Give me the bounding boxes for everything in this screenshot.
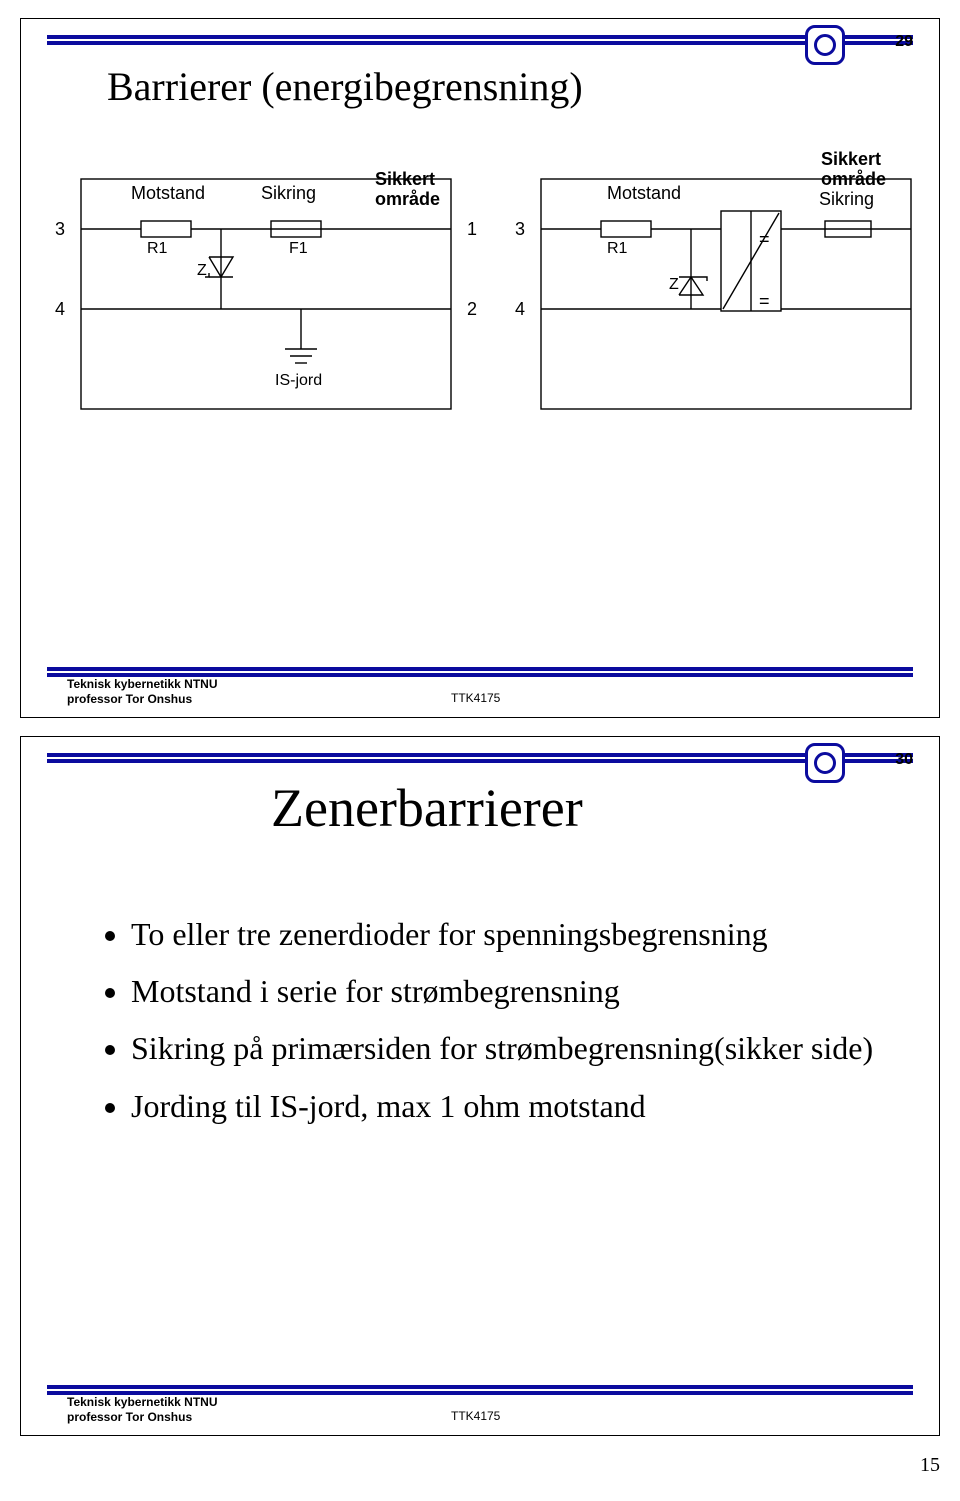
r1-label-r: R1: [607, 240, 628, 257]
sikkert-label-r: Sikkert: [821, 149, 881, 169]
r1-label: R1: [147, 240, 168, 257]
pin-1-label: 1: [467, 219, 477, 239]
pin-2-label: 2: [467, 299, 477, 319]
footer-mid: TTK4175: [451, 1409, 500, 1423]
footer-line2: professor Tor Onshus: [67, 692, 192, 706]
logo-icon: [805, 25, 845, 65]
bottom-rule: [47, 1385, 913, 1395]
pin-3-label: 3: [55, 219, 65, 239]
pin-3-label-r: 3: [515, 219, 525, 239]
footer-left: Teknisk kybernetikk NTNU professor Tor O…: [67, 677, 218, 707]
footer-line2: professor Tor Onshus: [67, 1410, 192, 1424]
circuits-diagram: 3 4 1 2 Motstand Sikring Sikkert område …: [41, 149, 921, 469]
omrade-label-r: område: [821, 169, 886, 189]
logo-icon: [805, 743, 845, 783]
z-label-r: Z: [669, 276, 679, 293]
eq-top: =: [759, 229, 770, 249]
motstand-label-r: Motstand: [607, 183, 681, 203]
pin-4-label: 4: [55, 299, 65, 319]
slide-30: 30 Zenerbarrierer To eller tre zenerdiod…: [20, 736, 940, 1436]
bottom-rule: [47, 667, 913, 677]
is-jord-label: IS-jord: [275, 372, 322, 389]
motstand-label: Motstand: [131, 183, 205, 203]
page-number: 29: [895, 33, 913, 51]
page-number: 30: [895, 751, 913, 769]
slide-title: Barrierer (energibegrensning): [107, 63, 583, 110]
footer-line1: Teknisk kybernetikk NTNU: [67, 677, 218, 691]
pin-4-label-r: 4: [515, 299, 525, 319]
sikring-label-r: Sikring: [819, 189, 874, 209]
f1-label: F1: [289, 240, 308, 257]
list-item: Jording til IS-jord, max 1 ohm motstand: [131, 1081, 873, 1132]
footer-left: Teknisk kybernetikk NTNU professor Tor O…: [67, 1395, 218, 1425]
footer-mid: TTK4175: [451, 691, 500, 705]
list-item: Sikring på primærsiden for strømbegrensn…: [131, 1023, 873, 1074]
top-rule: [47, 753, 913, 763]
list-item: Motstand i serie for strømbegrensning: [131, 966, 873, 1017]
eq-bot: =: [759, 291, 770, 311]
slide-29: 29 Barrierer (energibegrensning): [20, 18, 940, 718]
bullet-list: To eller tre zenerdioder for spenningsbe…: [91, 909, 873, 1138]
outer-page-number: 15: [20, 1454, 940, 1477]
slide-title: Zenerbarrierer: [271, 777, 583, 839]
list-item: To eller tre zenerdioder for spenningsbe…: [131, 909, 873, 960]
omrade-label: område: [375, 189, 440, 209]
footer-line1: Teknisk kybernetikk NTNU: [67, 1395, 218, 1409]
top-rule: [47, 35, 913, 45]
sikring-label: Sikring: [261, 183, 316, 203]
sikkert-label: Sikkert: [375, 169, 435, 189]
z-label: Z: [197, 262, 207, 279]
